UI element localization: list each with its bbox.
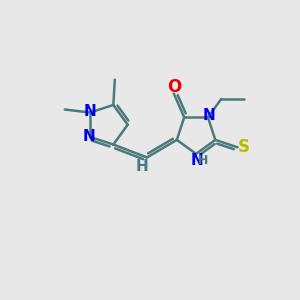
- Text: N: N: [82, 129, 95, 144]
- Text: N: N: [84, 103, 96, 118]
- Text: O: O: [167, 78, 181, 96]
- Text: S: S: [238, 138, 250, 156]
- Text: N: N: [202, 108, 215, 123]
- Text: N: N: [190, 153, 203, 168]
- Text: H: H: [197, 154, 208, 167]
- Text: H: H: [135, 159, 148, 174]
